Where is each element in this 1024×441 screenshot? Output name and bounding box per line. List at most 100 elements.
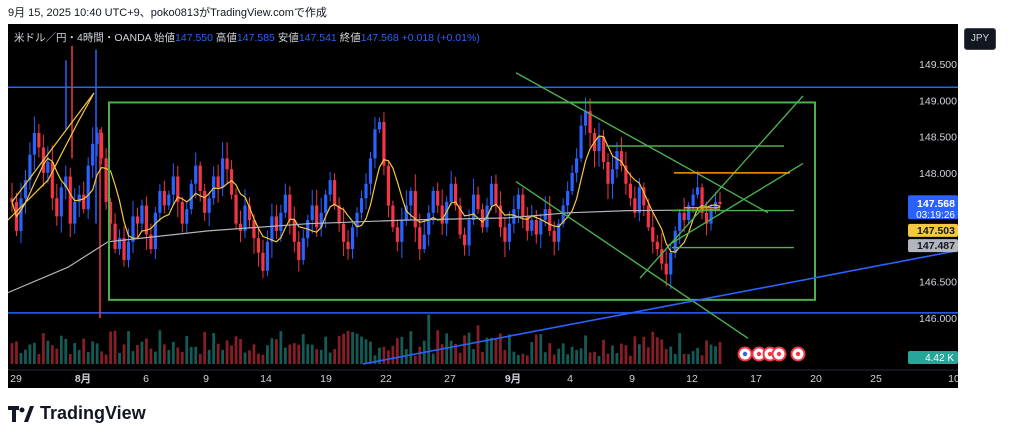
volume-bar — [642, 336, 646, 364]
volume-bar — [274, 339, 278, 364]
volume-bar — [700, 355, 704, 364]
candle-body — [579, 125, 583, 159]
volume-bar — [194, 346, 198, 364]
volume-bar — [472, 349, 475, 364]
candle-body — [171, 176, 175, 195]
volume-bar — [279, 331, 283, 364]
volume-bar — [131, 351, 135, 364]
candle-body — [117, 238, 122, 250]
candle-body — [247, 205, 252, 221]
volume-bar — [499, 333, 502, 364]
channel-upper-line[interactable] — [515, 72, 769, 214]
volume-bar — [50, 345, 54, 364]
candle-body — [633, 198, 637, 213]
volume-bar — [252, 344, 256, 364]
volume-bar — [525, 355, 529, 364]
last-price-badge — [908, 195, 958, 220]
candle-body — [19, 198, 23, 231]
candle-body — [436, 191, 440, 206]
time-tick-label: 25 — [870, 373, 882, 385]
volume-bar — [319, 349, 323, 364]
price-tick-label: 146.500 — [919, 277, 957, 289]
candle-body — [252, 220, 256, 239]
volume-bar — [620, 343, 623, 364]
candle-body — [203, 191, 207, 213]
candle-body — [588, 111, 592, 133]
candle-body — [355, 212, 359, 228]
ma-gray-text: 147.487 — [917, 240, 955, 252]
volume-bar — [575, 350, 579, 364]
chart-canvas[interactable]: 149.500 149.000 148.500 148.000 146.500 146.0… — [8, 24, 958, 388]
candle-body — [548, 209, 552, 231]
candle-body — [185, 209, 189, 224]
volume-bar — [494, 338, 498, 364]
volume-bar — [337, 336, 341, 364]
candle-body — [409, 191, 413, 206]
channel-lower-line[interactable] — [515, 180, 749, 339]
volume-bar — [306, 344, 310, 364]
time-tick-label: 8月 — [75, 373, 91, 385]
volume-bar — [328, 352, 332, 364]
volume-bar — [158, 330, 162, 364]
volume-bar — [633, 336, 637, 364]
time-tick-label: 4 — [567, 373, 573, 385]
ma-yellow-badge — [908, 223, 958, 237]
event-marker-dot — [795, 351, 801, 357]
event-marker-dot — [767, 351, 773, 357]
candle-body — [198, 165, 202, 191]
volume-bar — [104, 354, 108, 364]
candle-body — [691, 194, 695, 206]
volume-bar — [59, 335, 63, 364]
volume-bar — [180, 352, 184, 364]
candle-body — [288, 194, 292, 221]
candle-body — [238, 223, 243, 231]
candle-body — [619, 151, 624, 166]
candle-body — [462, 234, 467, 246]
volume-bar — [687, 354, 691, 364]
candle-body — [108, 201, 113, 224]
volume-bar — [207, 349, 211, 364]
volume-bar — [189, 346, 193, 364]
candle-body — [601, 136, 606, 162]
candle-body — [507, 223, 511, 242]
symbol-info: 米ドル／円・4時間・OANDA 始値147.550 高値147.585 安値14… — [14, 30, 480, 45]
candle-body — [651, 227, 655, 242]
candle-body — [283, 194, 287, 213]
chart-area[interactable]: 149.500 149.000 148.500 148.000 146.500 146.0… — [8, 24, 958, 388]
candle-body — [153, 212, 157, 250]
volume-bar — [73, 343, 77, 364]
volume-bar — [68, 354, 72, 364]
candle-body — [279, 212, 283, 231]
volume-bar — [342, 333, 345, 364]
candle-body — [368, 158, 373, 184]
volume-bar — [360, 336, 363, 364]
volume-bar — [588, 352, 592, 364]
long-trendline[interactable] — [362, 249, 958, 365]
candle-body — [59, 187, 63, 217]
volume-bar — [355, 333, 359, 364]
candle-body — [575, 158, 579, 173]
moving-average-yellow[interactable] — [8, 92, 721, 253]
time-tick-label: 19 — [320, 373, 332, 385]
candle-body — [55, 198, 59, 217]
volume-bar — [283, 347, 287, 364]
volume-bar — [243, 352, 247, 364]
candle-body — [642, 187, 646, 206]
currency-button[interactable]: JPY — [964, 28, 996, 50]
time-tick-label: 27 — [444, 373, 456, 385]
ascending-line-upper[interactable] — [639, 95, 804, 279]
candle-body — [413, 191, 417, 228]
candle-body — [373, 129, 377, 159]
candle-body — [225, 158, 229, 170]
volume-bar — [400, 336, 404, 364]
candle-body — [615, 151, 619, 170]
candle-body — [144, 205, 149, 235]
ascending-line-lower[interactable] — [667, 162, 804, 247]
volume-bar — [516, 355, 520, 364]
open-label: 始値 — [154, 32, 176, 44]
volume-bar — [118, 352, 121, 364]
moving-average-gray[interactable] — [8, 209, 721, 294]
volume-bar — [113, 330, 117, 364]
volume-bar — [37, 353, 41, 364]
range-box[interactable] — [108, 101, 816, 301]
